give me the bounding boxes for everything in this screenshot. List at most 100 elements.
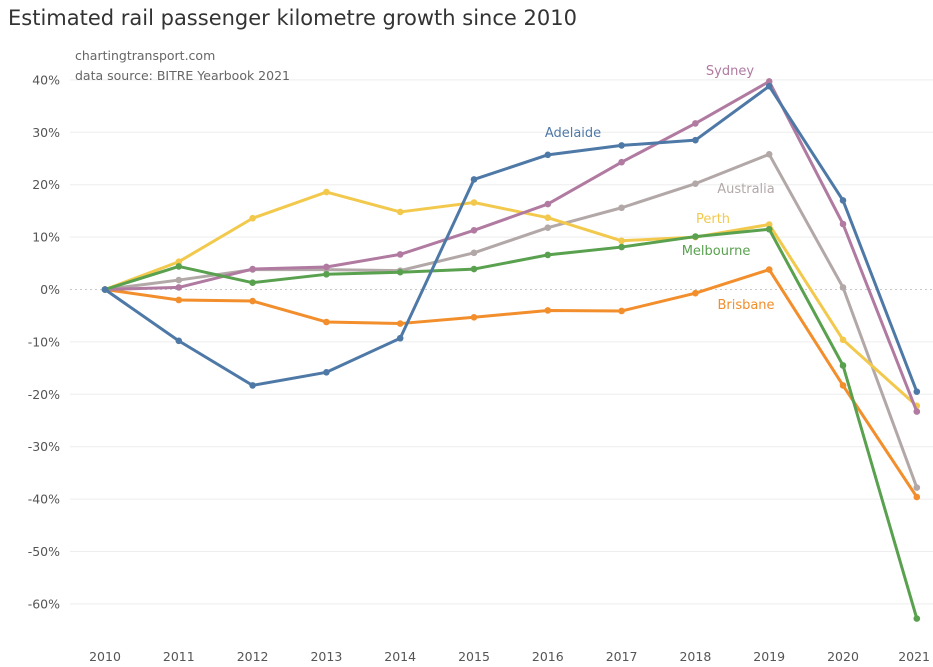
source-note-site: chartingtransport.com (75, 48, 215, 63)
data-point-melbourne-2016 (544, 251, 552, 259)
y-tick-label: 30% (32, 125, 60, 140)
data-point-adelaide-2016 (544, 151, 552, 159)
series-label-perth: Perth (696, 212, 730, 227)
y-tick-label: -40% (28, 492, 60, 507)
data-point-melbourne-2015 (470, 265, 478, 273)
data-point-adelaide-2018 (692, 136, 699, 144)
data-point-adelaide-2020 (839, 197, 847, 204)
chart-title: Estimated rail passenger kilometre growt… (8, 6, 577, 30)
data-point-australia-2011 (175, 276, 183, 284)
data-point-perth-2012 (249, 214, 256, 222)
data-point-brisbane-2013 (323, 318, 330, 326)
data-point-brisbane-2012 (249, 297, 256, 305)
series-label-brisbane: Brisbane (717, 298, 774, 313)
data-point-sydney-2013 (323, 263, 330, 271)
data-point-adelaide-2013 (323, 368, 330, 376)
data-point-adelaide-2012 (249, 382, 256, 389)
series-label-melbourne: Melbourne (682, 244, 751, 259)
series-line-melbourne (103, 227, 919, 621)
data-point-adelaide-2017 (618, 142, 625, 149)
y-tick-label: 0% (40, 282, 60, 297)
y-tick-label: -10% (28, 334, 60, 349)
data-point-adelaide-2011 (175, 337, 183, 345)
data-point-brisbane-2014 (396, 320, 404, 327)
data-point-brisbane-2019 (765, 266, 773, 273)
x-tick-label: 2013 (310, 649, 342, 664)
data-point-adelaide-2014 (396, 334, 404, 342)
data-point-australia-2019 (765, 151, 773, 158)
x-tick-label: 2016 (532, 649, 564, 664)
data-point-australia-2020 (839, 284, 847, 291)
data-point-sydney-2019 (765, 78, 773, 85)
data-point-melbourne-2012 (249, 279, 256, 286)
data-point-australia-2018 (692, 180, 699, 187)
data-point-melbourne-2019 (765, 225, 773, 233)
series-line-perth (103, 190, 919, 408)
y-tick-label: 40% (32, 72, 60, 87)
y-tick-label: -60% (28, 596, 60, 611)
data-point-adelaide-2015 (470, 176, 478, 183)
data-point-perth-2011 (175, 258, 183, 266)
series-line-brisbane (103, 268, 919, 499)
data-point-adelaide-2021 (913, 388, 921, 395)
data-point-australia-2016 (544, 224, 552, 231)
data-point-melbourne-2021 (913, 615, 921, 622)
series-lines (101, 78, 921, 622)
data-point-brisbane-2016 (544, 307, 552, 314)
series-labels: Australia Perth Brisbane Sydney Melbourne Ade… (545, 64, 775, 313)
series-australia (101, 151, 921, 491)
data-point-sydney-2015 (470, 226, 478, 234)
series-label-sydney: Sydney (706, 64, 754, 79)
series-label-adelaide: Adelaide (545, 126, 601, 141)
y-tick-label: 10% (32, 230, 60, 245)
x-tick-label: 2019 (753, 649, 785, 664)
data-point-perth-2015 (470, 199, 478, 206)
data-point-australia-2015 (470, 249, 478, 257)
data-point-perth-2017 (618, 237, 625, 245)
x-tick-label: 2021 (898, 649, 930, 664)
data-point-melbourne-2020 (839, 362, 847, 369)
x-tick-label: 2011 (163, 649, 195, 664)
data-point-sydney-2021 (913, 408, 921, 415)
data-point-sydney-2012 (249, 265, 256, 273)
gridlines (70, 79, 933, 605)
x-tick-label: 2015 (458, 649, 490, 664)
y-tick-label: -50% (28, 544, 60, 559)
data-point-australia-2017 (618, 204, 625, 212)
data-point-perth-2016 (544, 214, 552, 222)
data-point-melbourne-2017 (618, 243, 625, 251)
data-point-melbourne-2014 (396, 268, 404, 276)
data-point-perth-2014 (396, 208, 404, 216)
data-point-brisbane-2018 (692, 289, 699, 297)
series-line-sydney (103, 79, 919, 414)
series-adelaide (101, 82, 921, 395)
data-point-perth-2020 (839, 336, 847, 344)
data-point-brisbane-2017 (618, 307, 625, 315)
x-tick-label: 2018 (679, 649, 711, 664)
data-point-adelaide-2019 (765, 82, 773, 90)
data-point-sydney-2017 (618, 158, 625, 166)
x-axis-ticks: 2010 2011 2012 2013 2014 2015 2016 2017 2018 2019… (89, 649, 930, 664)
series-melbourne (101, 225, 921, 622)
data-point-melbourne-2018 (692, 233, 699, 240)
series-label-australia: Australia (717, 182, 775, 197)
data-point-sydney-2020 (839, 220, 847, 228)
data-point-sydney-2011 (175, 284, 183, 291)
data-point-brisbane-2020 (839, 382, 847, 389)
series-line-adelaide (103, 84, 919, 394)
data-point-brisbane-2015 (470, 313, 478, 321)
x-tick-label: 2010 (89, 649, 121, 664)
data-point-melbourne-2011 (175, 263, 183, 270)
data-point-brisbane-2011 (175, 296, 183, 304)
data-point-adelaide-2010 (101, 286, 109, 293)
x-tick-label: 2012 (237, 649, 269, 664)
data-point-sydney-2014 (396, 251, 404, 258)
series-perth (101, 188, 921, 410)
y-tick-label: -30% (28, 439, 60, 454)
data-point-australia-2021 (913, 484, 921, 491)
x-tick-label: 2017 (606, 649, 638, 664)
y-tick-label: -20% (28, 387, 60, 402)
data-point-sydney-2016 (544, 200, 552, 208)
data-point-melbourne-2013 (323, 271, 330, 278)
